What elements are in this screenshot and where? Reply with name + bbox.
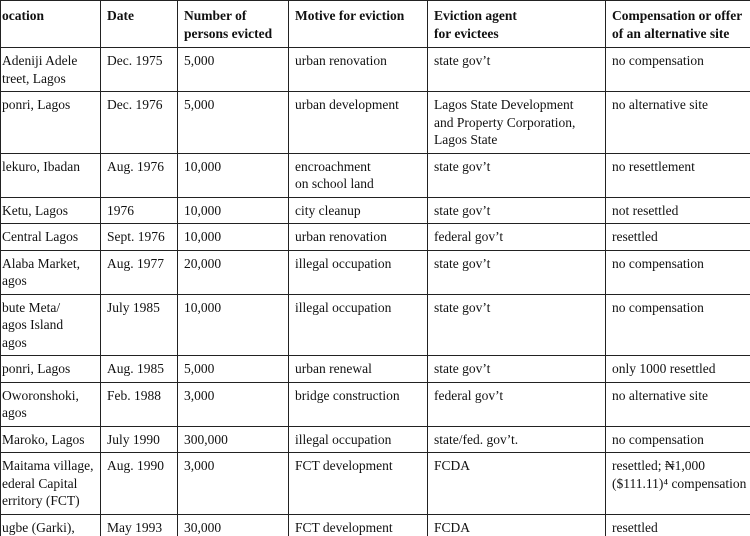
table-row: ponri, Lagos Dec. 1976 5,000 urban developm… — [0, 91, 750, 154]
table-row: Oworonshoki, agos Feb. 1988 3,000 bridge co… — [0, 381, 750, 427]
table-cell: ugbe (Garki), Abuja — [0, 513, 101, 536]
table-cell: Aug. 1976 — [100, 152, 178, 198]
table-row: Maroko, Lagos July 1990 300,000 illegal occ… — [0, 425, 750, 453]
table-cell: federal gov’t — [427, 381, 606, 427]
table-row: Alaba Market, agos Aug. 1977 20,000 illegal… — [0, 249, 750, 295]
table-cell: state gov’t — [427, 47, 606, 92]
table-cell: state gov’t — [427, 196, 606, 224]
table-cell: 3,000 — [177, 381, 289, 427]
table-row: Adeniji Adele treet, Lagos Dec. 1975 5,000… — [0, 47, 750, 92]
table-cell: state gov’t — [427, 355, 606, 383]
table-cell: only 1000 resettled — [605, 355, 750, 383]
table-cell: urban renewal — [288, 355, 428, 383]
table-row: Ketu, Lagos 1976 10,000 city cleanup state g… — [0, 196, 750, 224]
header-cell: Motive for eviction — [288, 0, 428, 48]
table-cell: Dec. 1976 — [100, 91, 178, 154]
table-cell: state gov’t — [427, 293, 606, 356]
table-cell: Sept. 1976 — [100, 223, 178, 251]
table-row: Maitama village, ederal Capital erritory… — [0, 452, 750, 515]
table-cell: Aug. 1990 — [100, 452, 178, 515]
header-row: ocation Date Number of persons evicted Moti… — [0, 0, 750, 48]
table-cell: state gov’t — [427, 152, 606, 198]
table-cell: no compensation — [605, 293, 750, 356]
table-cell: July 1990 — [100, 425, 178, 453]
table-cell: ponri, Lagos — [0, 91, 101, 154]
table-cell: city cleanup — [288, 196, 428, 224]
table-cell: federal gov’t — [427, 223, 606, 251]
table-cell: 10,000 — [177, 223, 289, 251]
table-body: Adeniji Adele treet, Lagos Dec. 1975 5,000… — [0, 47, 750, 536]
table-cell: 3,000 — [177, 452, 289, 515]
table-cell: illegal occupation — [288, 425, 428, 453]
table-cell: resettled; ₦1,000 ($111.11)⁴ compensatio… — [605, 452, 750, 515]
table-cell: no resettlement — [605, 152, 750, 198]
table-cell: Aug. 1977 — [100, 249, 178, 295]
table-cell: 30,000 — [177, 513, 289, 536]
table-cell: bridge construction — [288, 381, 428, 427]
table-cell: urban renovation — [288, 47, 428, 92]
table-cell: 10,000 — [177, 293, 289, 356]
table-cell: urban renovation — [288, 223, 428, 251]
table-cell: illegal occupation — [288, 293, 428, 356]
table-cell: 5,000 — [177, 47, 289, 92]
table-cell: FCT development — [288, 452, 428, 515]
table-cell: Maroko, Lagos — [0, 425, 101, 453]
table-cell: not resettled — [605, 196, 750, 224]
table-cell: Dec. 1975 — [100, 47, 178, 92]
table-cell: Ketu, Lagos — [0, 196, 101, 224]
table-cell: state gov’t — [427, 249, 606, 295]
table-cell: resettled — [605, 513, 750, 536]
table-cell: 300,000 — [177, 425, 289, 453]
table-cell: FCDA — [427, 513, 606, 536]
table-cell: encroachment on school land — [288, 152, 428, 198]
table-cell: urban development — [288, 91, 428, 154]
header-cell: Date — [100, 0, 178, 48]
table-cell: Alaba Market, agos — [0, 249, 101, 295]
table-cell: state/fed. gov’t. — [427, 425, 606, 453]
table-cell: Lagos State Development and Property Cor… — [427, 91, 606, 154]
header-cell: Eviction agent for evictees — [427, 0, 606, 48]
table-row: ponri, Lagos Aug. 1985 5,000 urban renewal s… — [0, 355, 750, 383]
table-cell: no compensation — [605, 425, 750, 453]
table-cell: illegal occupation — [288, 249, 428, 295]
table-cell: 5,000 — [177, 355, 289, 383]
table-cell: May 1993 — [100, 513, 178, 536]
header-cell: ocation — [0, 0, 101, 48]
table-cell: Maitama village, ederal Capital erritory… — [0, 452, 101, 515]
header-cell: Compensation or offer of an alternative … — [605, 0, 750, 48]
table-row: Central Lagos Sept. 1976 10,000 urban renov… — [0, 223, 750, 251]
table-cell: 20,000 — [177, 249, 289, 295]
table-cell: Aug. 1985 — [100, 355, 178, 383]
table-cell: Oworonshoki, agos — [0, 381, 101, 427]
table-cell: no compensation — [605, 47, 750, 92]
table-cell: no alternative site — [605, 381, 750, 427]
table-cell: July 1985 — [100, 293, 178, 356]
table-cell: no alternative site — [605, 91, 750, 154]
table-cell: 10,000 — [177, 152, 289, 198]
table-cell: FCDA — [427, 452, 606, 515]
table-cell: no compensation — [605, 249, 750, 295]
table-cell: bute Meta/ agos Island agos — [0, 293, 101, 356]
table-cell: Central Lagos — [0, 223, 101, 251]
table-cell: Feb. 1988 — [100, 381, 178, 427]
table-cell: 5,000 — [177, 91, 289, 154]
table-cell: resettled — [605, 223, 750, 251]
table-row: lekuro, Ibadan Aug. 1976 10,000 encroachmen… — [0, 152, 750, 198]
table-cell: 10,000 — [177, 196, 289, 224]
table-cell: ponri, Lagos — [0, 355, 101, 383]
table-row: bute Meta/ agos Island agos July 1985 10,0… — [0, 293, 750, 356]
table-cell: 1976 — [100, 196, 178, 224]
table-cell: lekuro, Ibadan — [0, 152, 101, 198]
table-cell: FCT development — [288, 513, 428, 536]
header-cell: Number of persons evicted — [177, 0, 289, 48]
table-cell: Adeniji Adele treet, Lagos — [0, 47, 101, 92]
